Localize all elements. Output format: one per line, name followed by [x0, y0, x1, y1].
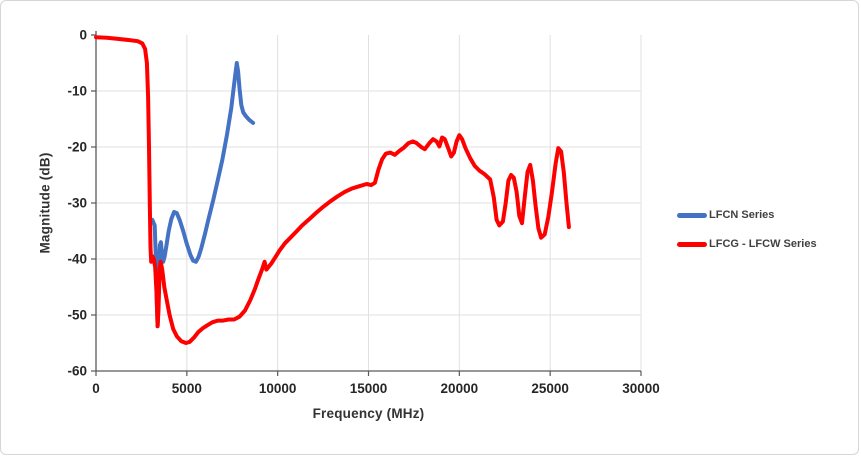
y-tick-label: -20 — [67, 140, 87, 155]
x-tick-label: 30000 — [622, 381, 660, 396]
series-line-lfcn-series — [150, 61, 256, 329]
x-tick-label: 0 — [92, 381, 100, 396]
x-tick-label: 25000 — [531, 381, 569, 396]
x-tick-label: 5000 — [172, 381, 202, 396]
y-tick-label: -40 — [67, 252, 87, 267]
series-line-lfcg-lfcw-series — [94, 35, 571, 345]
legend-swatch-lfcn-series — [677, 212, 707, 218]
legend-item-lfcg-lfcw-series: LFCG - LFCW Series — [677, 236, 817, 252]
x-tick-label: 10000 — [259, 381, 297, 396]
chart-legend: LFCN Series LFCG - LFCW Series — [677, 207, 817, 265]
legend-label-lfcg-lfcw-series: LFCG - LFCW Series — [709, 238, 817, 250]
y-tick-label: 0 — [79, 28, 87, 43]
legend-swatch-lfcg-lfcw-series — [677, 241, 707, 247]
x-tick-label: 15000 — [350, 381, 388, 396]
y-tick-label: -10 — [67, 84, 87, 99]
legend-label-lfcn-series: LFCN Series — [709, 209, 775, 221]
y-tick-label: -30 — [67, 196, 87, 211]
y-tick-label: -60 — [67, 364, 87, 379]
x-axis-title: Frequency (MHz) — [312, 406, 425, 421]
legend-item-lfcn-series: LFCN Series — [677, 207, 817, 223]
x-tick-label: 20000 — [441, 381, 479, 396]
y-tick-label: -50 — [67, 308, 87, 323]
y-axis-title: Magnitude (dB) — [37, 152, 53, 254]
